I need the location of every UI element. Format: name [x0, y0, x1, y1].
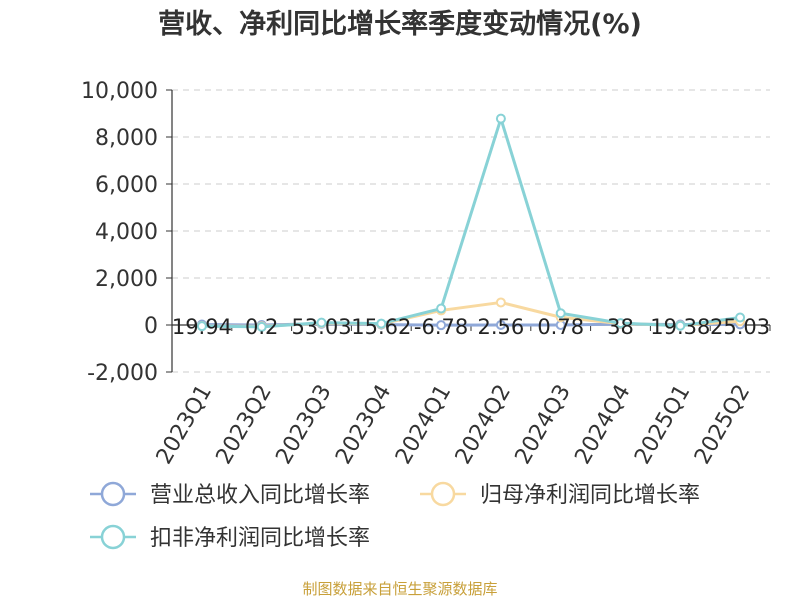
data-point — [376, 318, 387, 329]
y-tick-label: 8,000 — [95, 126, 158, 151]
y-tick-label: 10,000 — [81, 79, 158, 104]
data-label: 53.03 — [291, 315, 351, 339]
x-tick-label: 2025Q2 — [690, 381, 755, 469]
legend-item: 归母净利润同比增长率 — [420, 481, 700, 508]
legend-item: 扣非净利润同比增长率 — [90, 524, 370, 551]
data-label: 19.38 — [650, 315, 710, 339]
data-point — [495, 297, 506, 308]
y-tick-label: 0 — [144, 314, 158, 339]
legend-marker — [100, 481, 126, 507]
grid — [172, 89, 770, 373]
data-label: 0.2 — [245, 315, 278, 339]
data-point — [256, 321, 267, 332]
data-label: 0.78 — [537, 315, 584, 339]
legend-label: 扣非净利润同比增长率 — [150, 526, 370, 551]
y-tick-label: 4,000 — [95, 220, 158, 245]
data-point — [495, 113, 506, 124]
x-tick-label: 2023Q1 — [152, 381, 217, 469]
x-tick-label: 2024Q1 — [391, 380, 456, 468]
data-label: -6.78 — [414, 315, 468, 339]
data-point — [555, 308, 566, 319]
x-tick-label: 2025Q1 — [630, 381, 695, 469]
data-point — [495, 319, 506, 330]
data-label: 25.03 — [710, 315, 770, 339]
source-note: 制图数据来自恒生聚源数据库 — [302, 580, 497, 598]
data-label: 15.62 — [351, 315, 411, 339]
data-label: 38 — [607, 315, 634, 339]
data-point — [196, 321, 207, 332]
chart-title: 营收、净利同比增长率季度变动情况(%) — [158, 8, 642, 40]
data-label: 2.56 — [478, 315, 525, 339]
data-point — [675, 320, 686, 331]
data-point — [615, 318, 626, 329]
data-point — [436, 320, 447, 331]
legend-item: 营业总收入同比增长率 — [90, 481, 370, 508]
x-tick-label: 2023Q3 — [271, 381, 336, 469]
series-line-3 — [201, 117, 741, 329]
y-tick-label: 2,000 — [95, 267, 158, 292]
data-label: 19.94 — [172, 315, 232, 339]
x-tick-label: 2023Q4 — [331, 381, 396, 469]
data-point — [316, 317, 327, 328]
data-point — [436, 303, 447, 314]
y-tick-label: 6,000 — [95, 173, 158, 198]
legend-label: 归母净利润同比增长率 — [480, 483, 700, 508]
x-tick-label: 2024Q3 — [511, 381, 576, 469]
legend-marker — [430, 481, 456, 507]
legend-label: 营业总收入同比增长率 — [150, 483, 370, 508]
plot-area — [196, 113, 746, 332]
legend-marker — [100, 524, 126, 550]
y-tick-label: -2,000 — [87, 361, 158, 386]
data-point — [735, 312, 746, 323]
x-tick-label: 2024Q2 — [451, 381, 516, 469]
x-tick-label: 2023Q2 — [212, 381, 277, 469]
data-labels: 19.94 0.2 53.03 15.62 -6.78 2.56 0.78 38 19.38 25… — [172, 315, 770, 339]
x-tick-label: 2024Q4 — [570, 381, 635, 469]
